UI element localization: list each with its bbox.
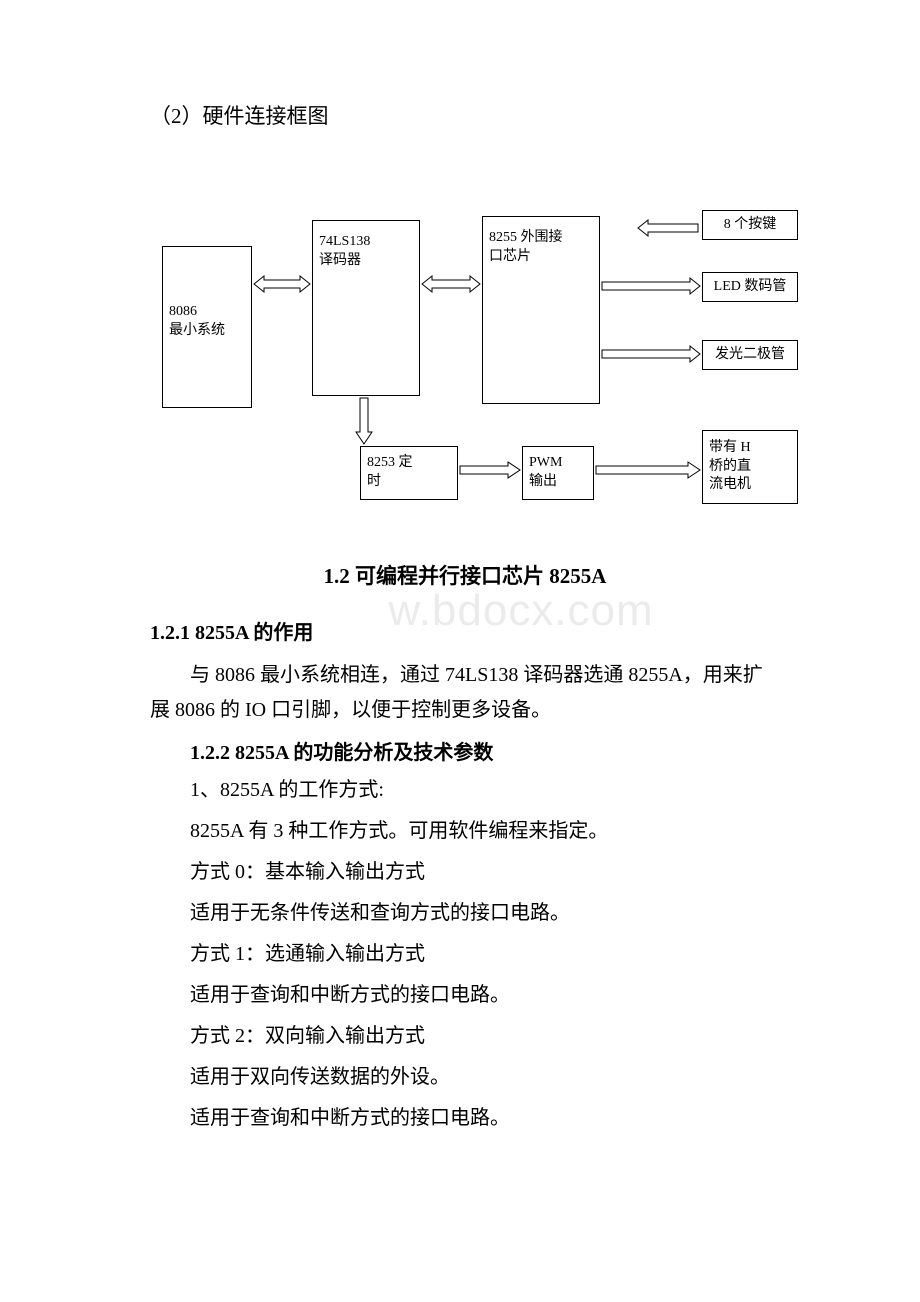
node-pwm-l1: PWM <box>529 454 587 473</box>
heading-hardware-diagram: （2）硬件连接框图 <box>150 100 780 130</box>
para-mode2-a: 方式 2：双向输入输出方式 <box>150 1019 780 1054</box>
node-8255-l2: 口芯片 <box>489 248 593 267</box>
node-8086-l2: 最小系统 <box>169 322 245 341</box>
node-8253-l1: 8253 定 <box>367 454 451 473</box>
section-1-2-title: 1.2 可编程并行接口芯片 8255A <box>150 560 780 590</box>
para-mode1-b: 适用于查询和中断方式的接口电路。 <box>150 978 780 1013</box>
node-buttons-l1: 8 个按键 <box>724 216 777 235</box>
node-pwm-l2: 输出 <box>529 473 587 492</box>
node-74ls138-l2: 译码器 <box>319 252 413 271</box>
subheading-1-2-2: 1.2.2 8255A 的功能分析及技术参数 <box>150 736 780 765</box>
para-8255-role: 与 8086 最小系统相连，通过 74LS138 译码器选通 8255A，用来扩… <box>150 658 780 728</box>
node-motor-l2: 桥的直 <box>709 458 791 477</box>
node-motor-l1: 带有 H <box>709 439 791 458</box>
node-8255-l1: 8255 外围接 <box>489 229 593 248</box>
node-8086: 8086 最小系统 <box>162 246 252 408</box>
node-led7seg-l1: LED 数码管 <box>714 278 787 297</box>
para-mode-intro-2: 8255A 有 3 种工作方式。可用软件编程来指定。 <box>150 814 780 849</box>
subheading-1-2-2-text: 1.2.2 8255A 的功能分析及技术参数 <box>190 742 493 764</box>
node-buttons: 8 个按键 <box>702 210 798 240</box>
para-mode0-a: 方式 0：基本输入输出方式 <box>150 855 780 890</box>
node-motor-l3: 流电机 <box>709 476 791 495</box>
node-74ls138: 74LS138 译码器 <box>312 220 420 396</box>
node-leds-l1: 发光二极管 <box>715 346 785 365</box>
node-8255: 8255 外围接 口芯片 <box>482 216 600 404</box>
node-8253: 8253 定 时 <box>360 446 458 500</box>
subheading-1-2-1-text: 1.2.1 8255A 的作用 <box>150 622 313 644</box>
node-8253-l2: 时 <box>367 473 451 492</box>
subheading-1-2-1: 1.2.1 8255A 的作用 w.bdocx.com <box>150 600 780 650</box>
para-mode-intro-1: 1、8255A 的工作方式: <box>150 773 780 808</box>
node-leds: 发光二极管 <box>702 340 798 370</box>
node-8086-l1: 8086 <box>169 303 245 322</box>
node-led7seg: LED 数码管 <box>702 272 798 302</box>
node-motor: 带有 H 桥的直 流电机 <box>702 430 798 504</box>
block-diagram: 8086 最小系统 74LS138 译码器 8255 外围接 口芯片 8 个按键… <box>162 180 802 520</box>
para-mode2-b: 适用于双向传送数据的外设。 <box>150 1060 780 1095</box>
node-74ls138-l1: 74LS138 <box>319 233 413 252</box>
node-pwm: PWM 输出 <box>522 446 594 500</box>
para-mode2-c: 适用于查询和中断方式的接口电路。 <box>150 1101 780 1136</box>
para-mode0-b: 适用于无条件传送和查询方式的接口电路。 <box>150 896 780 931</box>
para-mode1-a: 方式 1：选通输入输出方式 <box>150 937 780 972</box>
watermark-text: w.bdocx.com <box>388 586 653 635</box>
